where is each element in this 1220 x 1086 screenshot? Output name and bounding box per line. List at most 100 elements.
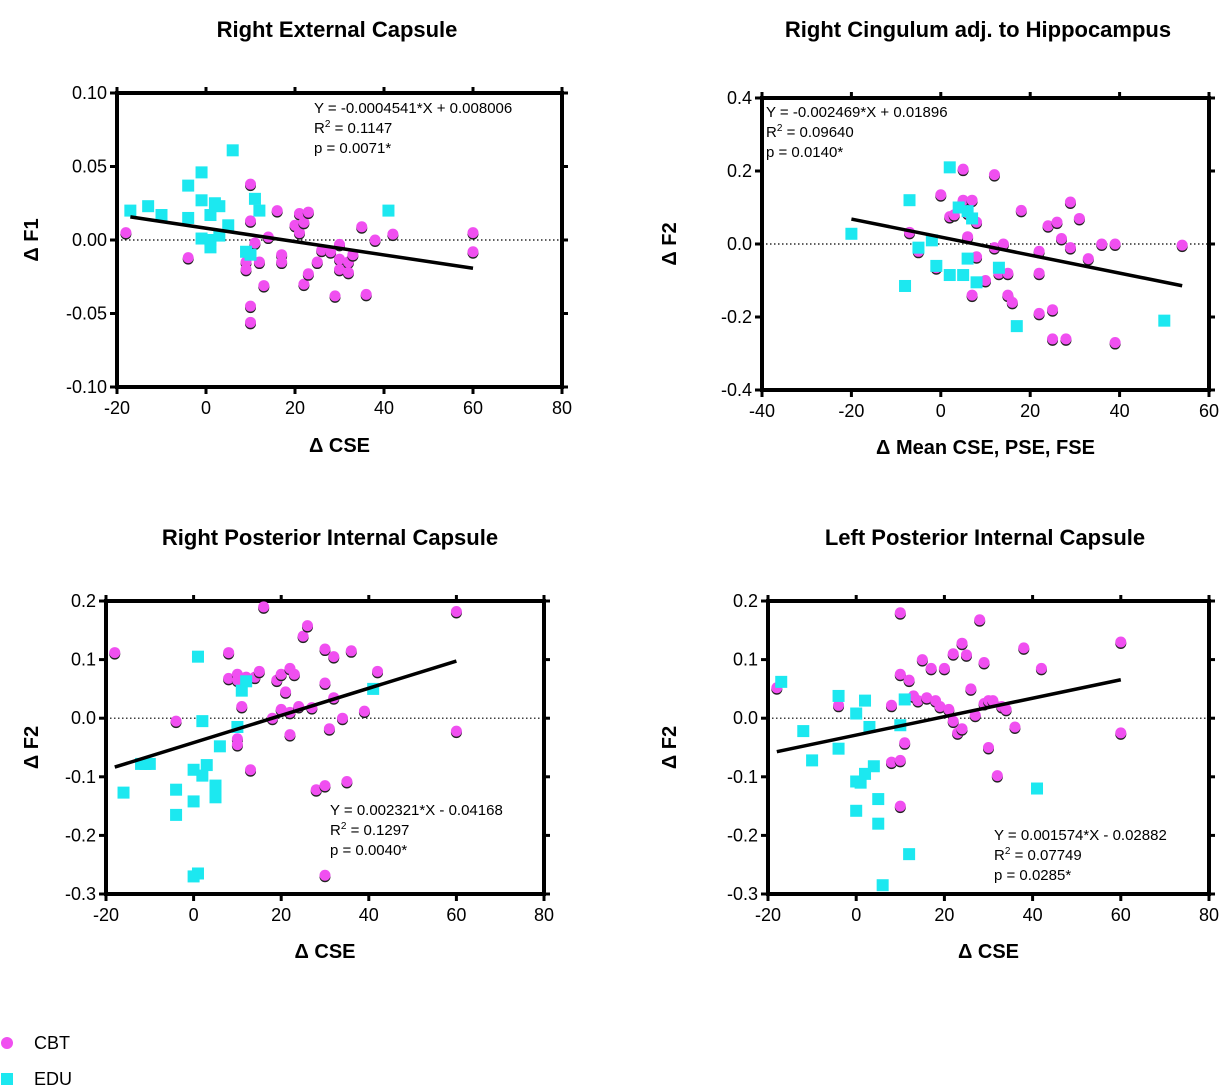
cbt-point: [966, 289, 978, 301]
edu-point: [187, 795, 200, 808]
edu-point: [182, 211, 195, 224]
legend-cbt-marker: [1, 1037, 13, 1049]
y-tick-label: -0.4: [721, 380, 752, 400]
y-axis-label: Δ F2: [659, 726, 681, 769]
cbt-point: [947, 648, 959, 660]
chart-panel-1: Right External Capsule -20 0 20 40 60 80 0.10 0.…: [21, 17, 572, 457]
edu-point: [867, 760, 880, 773]
cbt-point: [245, 178, 256, 190]
cbt-point: [450, 606, 462, 618]
cbt-point: [387, 228, 399, 240]
edu-point: [195, 194, 208, 207]
cbt-point: [467, 227, 479, 239]
cbt-point: [310, 784, 322, 796]
cbt-point: [1033, 267, 1045, 279]
edu-point: [797, 725, 810, 738]
edu-point: [382, 204, 395, 217]
y-tick-label: 0.0: [733, 708, 758, 728]
x-tick-label: 20: [1020, 401, 1040, 421]
cbt-point: [974, 614, 986, 626]
x-tick-label: 0: [851, 905, 861, 925]
chart-panel-4: Left Posterior Internal Capsule -20 0 20 40 6…: [659, 525, 1219, 963]
cbt-point: [1015, 204, 1027, 216]
edu-point: [170, 808, 183, 821]
x-tick-label: -20: [93, 905, 119, 925]
x-tick-label: 20: [271, 905, 291, 925]
edu-point: [196, 769, 209, 782]
y-axis-label: Δ F2: [21, 726, 43, 769]
cbt-point: [938, 662, 950, 674]
y-tick-label: 0.0: [727, 234, 752, 254]
edu-point: [235, 684, 248, 697]
x-axis-label: Δ CSE: [294, 941, 355, 963]
edu-point: [142, 200, 155, 213]
edu-point: [930, 259, 943, 272]
cbt-point: [1073, 212, 1085, 224]
cbt-point: [258, 601, 270, 613]
cbt-point: [231, 674, 243, 686]
cbt-point: [1051, 216, 1063, 228]
chart-title: Left Posterior Internal Capsule: [825, 525, 1145, 550]
cbt-point: [249, 237, 261, 249]
cbt-point: [1002, 267, 1014, 279]
edu-point: [117, 786, 130, 799]
cbt-point: [935, 189, 947, 201]
cbt-point: [1033, 245, 1045, 257]
y-tick-label: -0.1: [65, 767, 96, 787]
cbt-point: [965, 683, 977, 695]
cbt-point: [109, 647, 121, 659]
edu-point: [226, 144, 239, 157]
edu-point: [775, 675, 788, 688]
r-squared: R2 = 0.09640: [766, 123, 854, 141]
cbt-point: [1033, 307, 1045, 319]
cbt-point: [1109, 238, 1121, 250]
edu-point: [943, 269, 956, 282]
cbt-point: [301, 620, 313, 632]
cbt-point: [997, 238, 1009, 250]
edu-point: [1031, 782, 1044, 795]
edu-point: [872, 793, 885, 806]
chart-title: Right Posterior Internal Capsule: [162, 525, 498, 550]
x-tick-label: -20: [755, 905, 781, 925]
cbt-point: [223, 647, 235, 659]
x-tick-label: 80: [1199, 905, 1219, 925]
r-squared: R2 = 0.07749: [994, 846, 1082, 864]
cbt-point: [885, 699, 897, 711]
cbt-point: [302, 268, 314, 280]
edu-point: [1158, 314, 1171, 327]
cbt-point: [356, 221, 368, 233]
x-tick-label: 60: [1111, 905, 1131, 925]
edu-point: [970, 276, 983, 289]
cbt-point: [1047, 304, 1059, 316]
regression-line: [776, 678, 1122, 754]
plot-frame: [760, 96, 1211, 392]
plot-frame: [104, 599, 546, 896]
edu-point: [961, 252, 974, 265]
y-tick-label: 0.1: [71, 650, 96, 670]
cbt-point: [311, 256, 323, 268]
cbt-point: [980, 275, 991, 286]
cbt-point: [966, 194, 978, 206]
cbt-point: [957, 163, 969, 175]
cbt-point: [1064, 242, 1076, 254]
x-axis-label: Δ CSE: [309, 435, 370, 457]
cbt-point: [921, 692, 933, 704]
chart-panel-3: Right Posterior Internal Capsule -20 0 20 40…: [21, 525, 554, 963]
cbt-point: [1042, 220, 1054, 232]
p-value: p = 0.0071*: [314, 140, 391, 157]
y-tick-label: -0.2: [727, 825, 758, 845]
cbt-point: [991, 770, 1003, 782]
y-tick-label: -0.10: [66, 377, 107, 397]
r-squared: R2 = 0.1147: [314, 119, 392, 137]
regression-equation: Y = 0.002321*X - 0.04168: [330, 802, 503, 819]
cbt-point: [271, 205, 283, 217]
x-tick-label: 60: [446, 905, 466, 925]
cbt-point: [297, 630, 309, 642]
x-tick-label: 60: [1199, 401, 1219, 421]
cbt-point: [372, 665, 384, 677]
cbt-point: [983, 742, 994, 753]
y-axis-label: Δ F2: [659, 222, 681, 265]
edu-point: [850, 707, 863, 720]
edu-point: [191, 650, 204, 663]
